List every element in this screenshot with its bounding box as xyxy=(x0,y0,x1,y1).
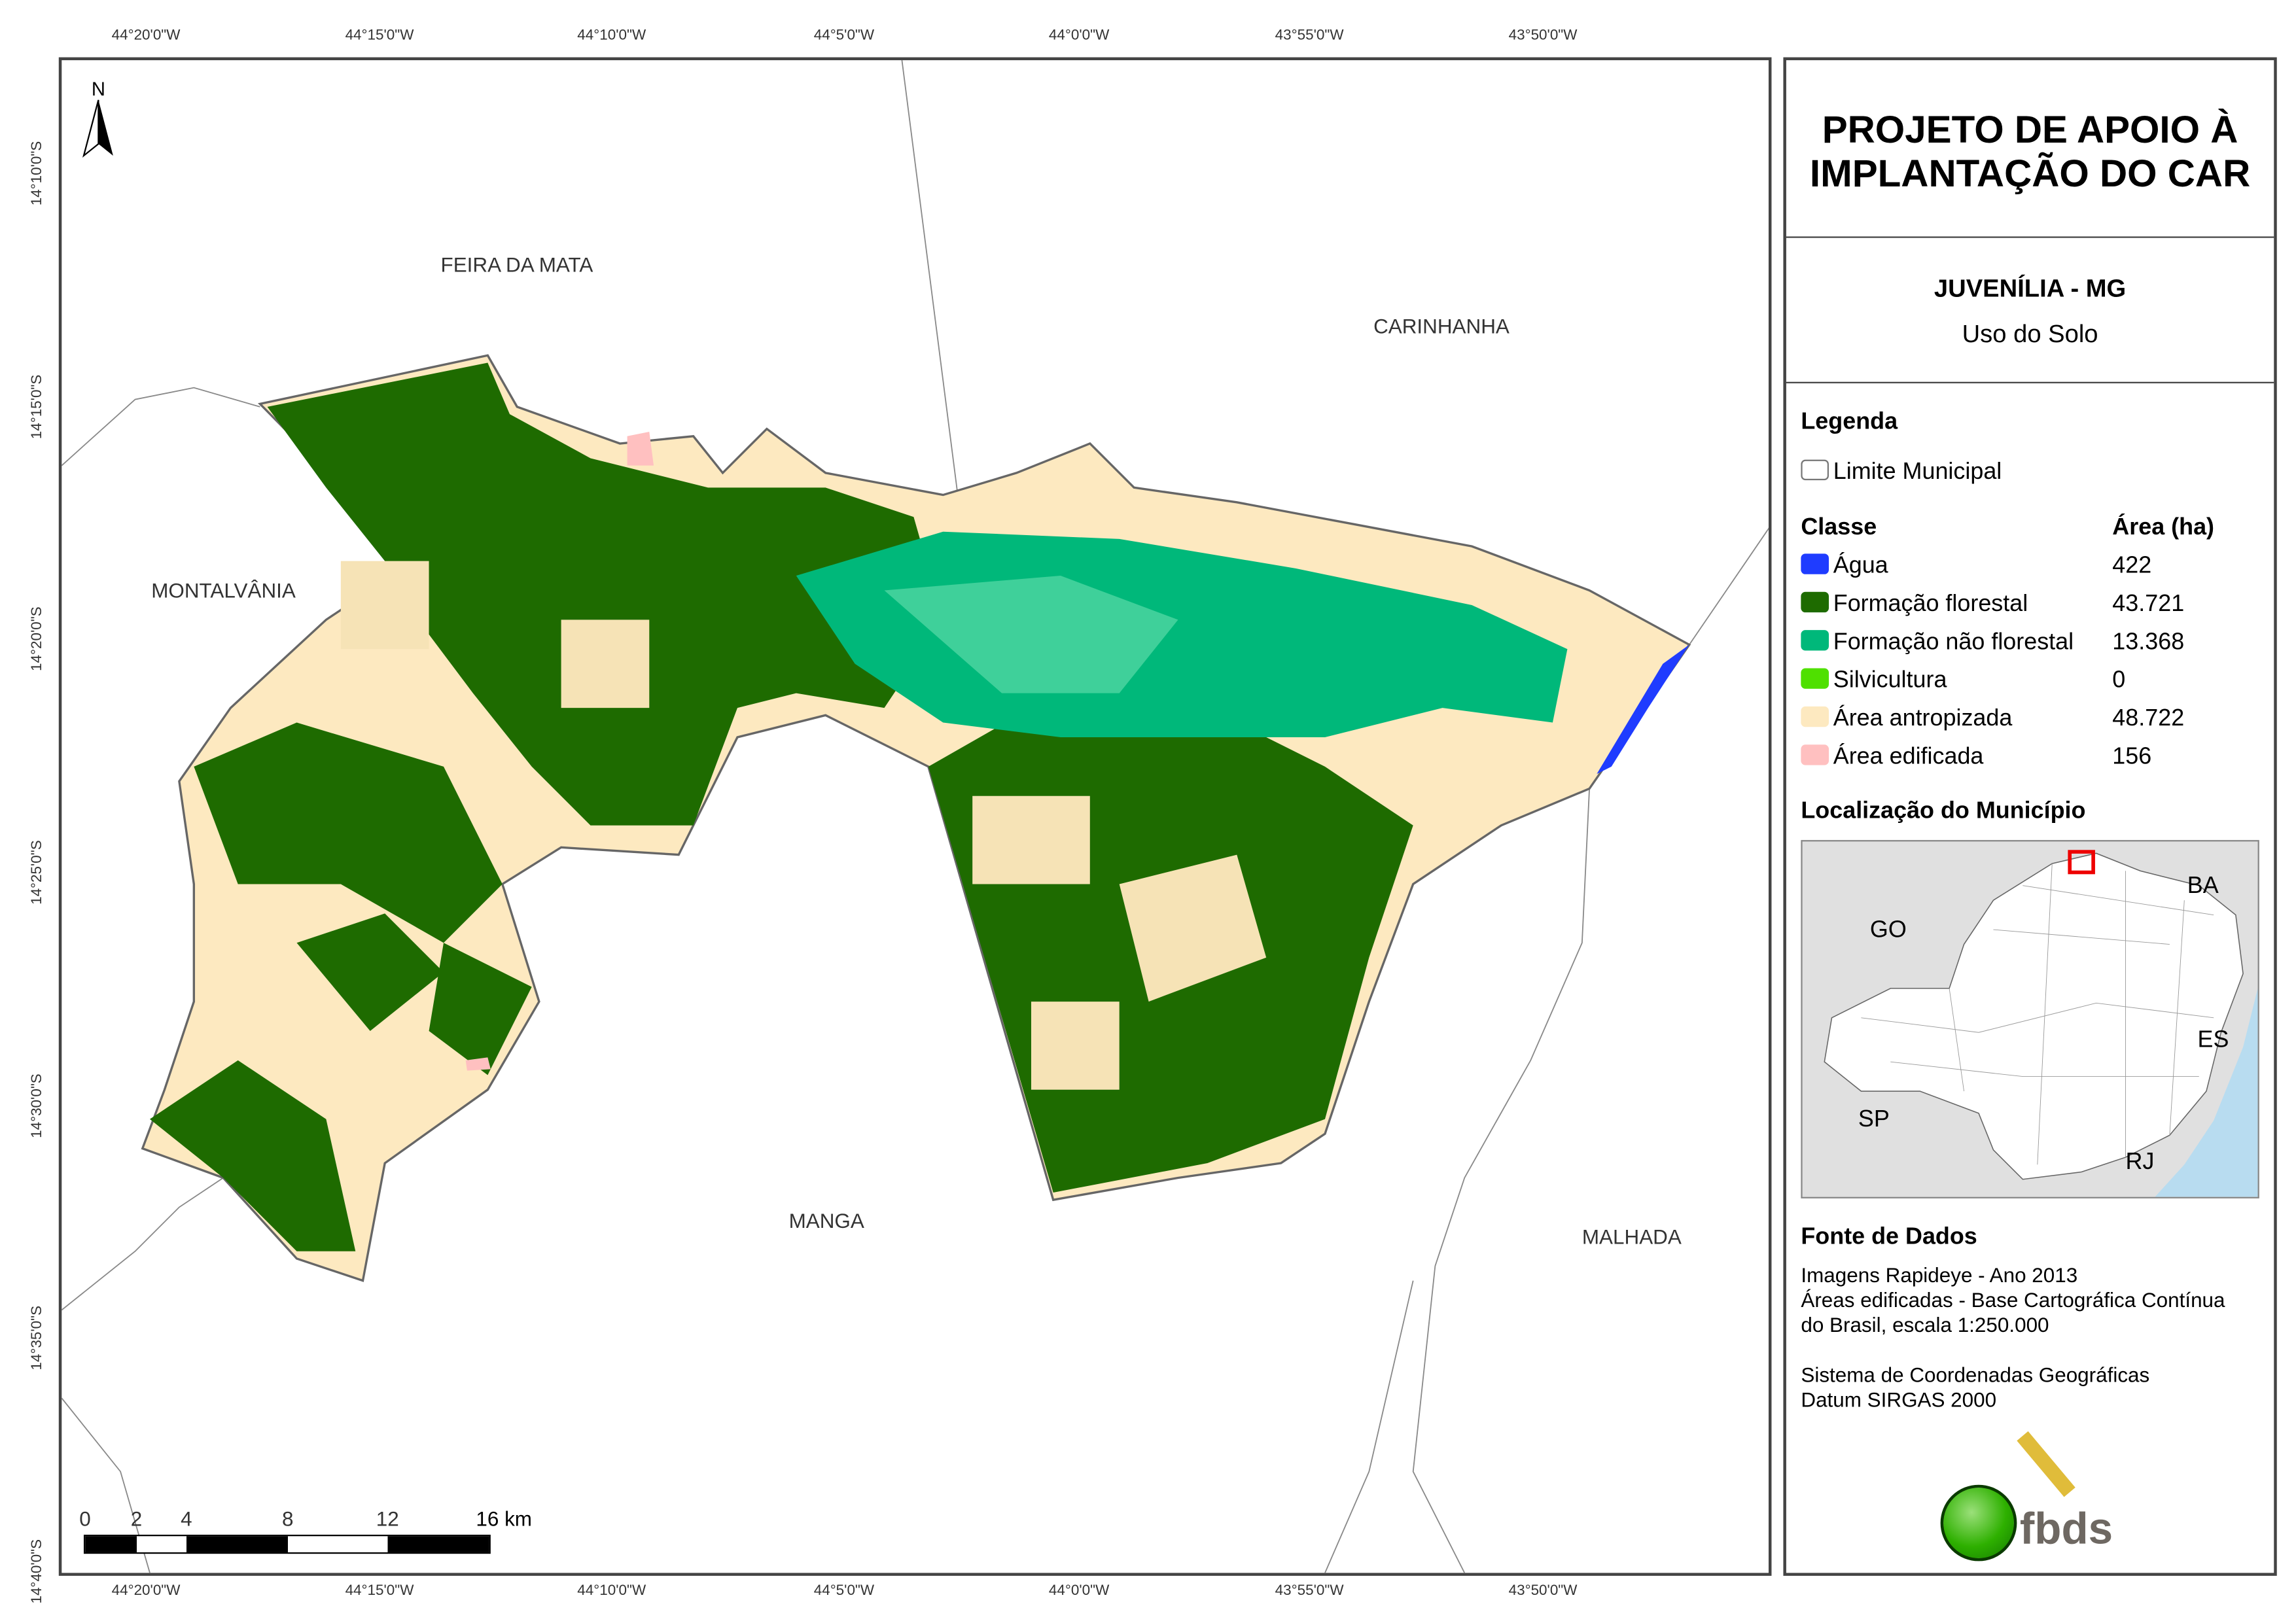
boundary-swatch xyxy=(1801,459,1829,481)
neighbor-label: CARINHANHA xyxy=(1373,314,1510,338)
locator-label: BA xyxy=(2187,873,2219,899)
locator-map: BA GO ES SP RJ xyxy=(1801,840,2259,1198)
municipality-name: JUVENÍLIA - MG xyxy=(1934,274,2127,303)
class-area: 0 xyxy=(2112,668,2126,693)
lon-label-bottom: 44°20'0"W xyxy=(111,1583,181,1599)
locator-map-graphic xyxy=(1824,850,2258,1197)
class-label: Água xyxy=(1833,553,1888,579)
source-heading: Fonte de Dados xyxy=(1801,1225,1977,1250)
class-label: Formação não florestal xyxy=(1833,630,2074,655)
lat-label: 14°10'0"S xyxy=(29,141,46,206)
land-use-map xyxy=(62,60,1769,1573)
lon-label-bottom: 44°5'0"W xyxy=(813,1583,875,1599)
municipality-marker xyxy=(2068,850,2095,875)
fbds-logo: fbds xyxy=(1940,1431,2132,1562)
legend-class-item: Formação florestal xyxy=(1801,591,2028,618)
class-header: Classe xyxy=(1801,515,1877,541)
logo-text: fbds xyxy=(2019,1505,2113,1554)
legend-block: Legenda Limite Municipal Classe Área (ha… xyxy=(1786,383,2274,1573)
class-swatch xyxy=(1801,744,1829,765)
scale-label: 0 xyxy=(79,1507,91,1531)
class-label: Formação florestal xyxy=(1833,591,2028,617)
lon-label-top: 43°55'0"W xyxy=(1275,27,1344,44)
lon-label-top: 44°20'0"W xyxy=(111,27,181,44)
locator-label: RJ xyxy=(2125,1149,2155,1175)
class-area: 43.721 xyxy=(2112,591,2185,617)
lat-label: 14°15'0"S xyxy=(29,374,46,440)
scale-label: 12 xyxy=(376,1507,399,1531)
source-line: Sistema de Coordenadas Geográficas xyxy=(1801,1363,2150,1387)
lon-label-bottom: 43°55'0"W xyxy=(1275,1583,1344,1599)
lon-label-top: 43°50'0"W xyxy=(1508,27,1578,44)
legend-class-item: Água xyxy=(1801,553,1888,580)
lat-label: 14°40'0"S xyxy=(29,1539,46,1604)
source-line: Imagens Rapideye - Ano 2013 xyxy=(1801,1263,2078,1287)
class-swatch xyxy=(1801,706,1829,727)
source-line: Datum SIRGAS 2000 xyxy=(1801,1387,1997,1412)
legend-class-item: Área edificada xyxy=(1801,744,1983,771)
location-heading: Localização do Município xyxy=(1801,799,2086,824)
locator-label: SP xyxy=(1858,1107,1890,1132)
area-header: Área (ha) xyxy=(2112,515,2215,541)
class-label: Área edificada xyxy=(1833,744,1984,770)
class-swatch xyxy=(1801,591,1829,613)
legend-heading: Legenda xyxy=(1801,410,1898,435)
municipality-block: JUVENÍLIA - MG Uso do Solo xyxy=(1786,238,2274,383)
class-label: Área antropizada xyxy=(1833,706,2013,732)
title-block: PROJETO DE APOIO À IMPLANTAÇÃO DO CAR xyxy=(1786,60,2274,238)
lon-label-top: 44°10'0"W xyxy=(577,27,646,44)
scale-label: 2 xyxy=(130,1507,143,1531)
lat-label: 14°25'0"S xyxy=(29,840,46,905)
class-area: 156 xyxy=(2112,744,2152,770)
logo-circle-icon xyxy=(1940,1484,2017,1562)
map-frame[interactable]: N FEIRA DA MATA CARINHANHA MONTALVÂNIA M… xyxy=(58,57,1772,1576)
lat-label: 14°20'0"S xyxy=(29,606,46,671)
legend-class-item: Área antropizada xyxy=(1801,706,2013,733)
legend-class-item: Formação não florestal xyxy=(1801,630,2074,656)
north-arrow-label: N xyxy=(91,77,105,100)
neighbor-label: MALHADA xyxy=(1581,1225,1682,1249)
lat-label: 14°30'0"S xyxy=(29,1073,46,1138)
lon-label-bottom: 44°10'0"W xyxy=(577,1583,646,1599)
boundary-label: Limite Municipal xyxy=(1833,459,2002,485)
lat-label: 14°35'0"S xyxy=(29,1305,46,1370)
project-title-line2: IMPLANTAÇÃO DO CAR xyxy=(1809,151,2251,196)
locator-label: ES xyxy=(2197,1028,2229,1053)
scale-label: 16 km xyxy=(476,1507,532,1531)
class-area: 48.722 xyxy=(2112,706,2185,732)
lon-label-bottom: 44°0'0"W xyxy=(1048,1583,1110,1599)
cleared-patches xyxy=(340,561,1267,1090)
source-line: Áreas edificadas - Base Cartográfica Con… xyxy=(1801,1287,2225,1312)
north-arrow-icon xyxy=(82,99,113,158)
project-title-line1: PROJETO DE APOIO À xyxy=(1822,107,2238,152)
lon-label-top: 44°15'0"W xyxy=(345,27,414,44)
class-swatch xyxy=(1801,553,1829,574)
class-area: 422 xyxy=(2112,553,2152,579)
locator-label: GO xyxy=(1869,918,1907,943)
water-areas xyxy=(1597,644,1689,775)
legend-boundary: Limite Municipal xyxy=(1801,459,2002,486)
neighbor-label: MANGA xyxy=(788,1208,864,1232)
lon-label-top: 44°0'0"W xyxy=(1048,27,1110,44)
non-forest-light xyxy=(884,576,1178,693)
class-swatch xyxy=(1801,630,1829,651)
logo-bar-icon xyxy=(2017,1431,2075,1497)
neighbor-label: FEIRA DA MATA xyxy=(440,253,593,277)
neighbor-boundaries xyxy=(62,60,1769,1573)
legend-panel: PROJETO DE APOIO À IMPLANTAÇÃO DO CAR JU… xyxy=(1783,57,2277,1576)
neighbor-label: MONTALVÂNIA xyxy=(151,578,296,602)
map-subtitle: Uso do Solo xyxy=(1962,320,2098,349)
source-line: do Brasil, escala 1:250.000 xyxy=(1801,1313,2049,1336)
class-label: Silvicultura xyxy=(1833,668,1947,693)
lon-label-bottom: 44°15'0"W xyxy=(345,1583,414,1599)
lon-label-bottom: 43°50'0"W xyxy=(1508,1583,1578,1599)
class-swatch xyxy=(1801,668,1829,689)
lon-label-top: 44°5'0"W xyxy=(813,27,875,44)
scale-label: 8 xyxy=(282,1507,294,1531)
class-area: 13.368 xyxy=(2112,630,2185,655)
legend-class-item: Silvicultura xyxy=(1801,668,1947,694)
scale-label: 4 xyxy=(181,1507,192,1531)
